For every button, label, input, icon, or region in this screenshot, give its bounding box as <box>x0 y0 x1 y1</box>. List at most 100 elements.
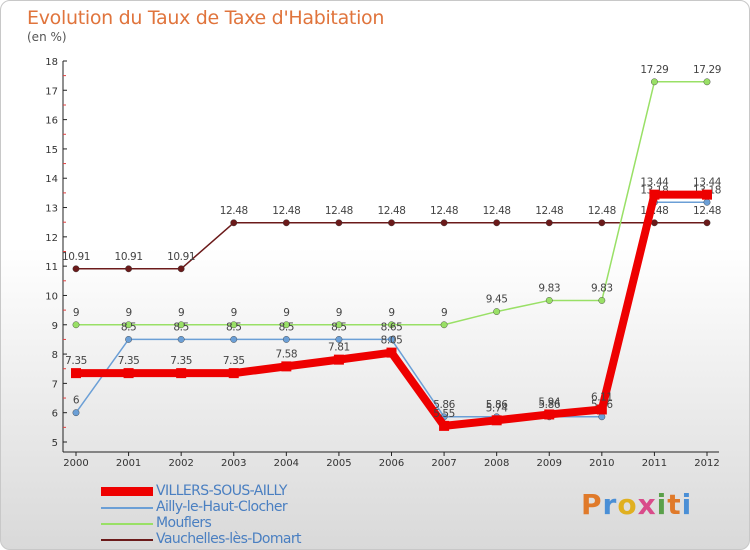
point-mouflers-2000 <box>72 321 80 329</box>
point-villers-sous-ailly-2000 <box>71 368 81 379</box>
data-label-ailly-le-haut-clocher-2004: 8.5 <box>279 321 295 333</box>
point-ailly-le-haut-clocher-2012 <box>703 198 711 206</box>
point-villers-sous-ailly-2008 <box>491 415 502 426</box>
data-label-ailly-le-haut-clocher-2006: 8.65 <box>381 321 403 333</box>
point-villers-sous-ailly-2002 <box>176 368 187 379</box>
point-vauchelles-les-domart-2008 <box>493 219 501 227</box>
point-mouflers-2011 <box>651 78 658 86</box>
x-tick-label-2011: 2011 <box>642 458 667 469</box>
data-label-mouflers-2001: 9 <box>125 307 131 319</box>
y-tick-label-7: 7 <box>52 379 58 390</box>
point-vauchelles-les-domart-2003 <box>230 219 238 227</box>
point-mouflers-2009 <box>545 297 553 304</box>
data-label-vauchelles-les-domart-2005: 12.48 <box>325 205 353 217</box>
logo-letter: o <box>617 488 638 521</box>
point-villers-sous-ailly-2011 <box>649 189 660 200</box>
legend-item-ailly-le-haut-clocher: Ailly-le-Haut-Clocher <box>101 499 361 516</box>
x-tick-label-2012: 2012 <box>694 458 719 469</box>
y-tick-label-18: 18 <box>45 57 58 68</box>
point-vauchelles-les-domart-2005 <box>335 219 343 227</box>
logo-letter: r <box>602 488 618 521</box>
y-tick-label-15: 15 <box>45 145 58 156</box>
point-ailly-le-haut-clocher-2003 <box>230 336 238 343</box>
point-ailly-le-haut-clocher-2010 <box>598 413 606 421</box>
data-label-vauchelles-les-domart-2010: 12.48 <box>588 205 616 217</box>
data-label-mouflers-2009: 9.83 <box>538 282 560 294</box>
point-villers-sous-ailly-2009 <box>544 409 555 420</box>
x-tick-label-2009: 2009 <box>537 458 562 469</box>
logo-letter: P <box>581 488 603 521</box>
data-label-mouflers-2010: 9.83 <box>591 282 613 294</box>
data-label-mouflers-2005: 9 <box>336 307 342 319</box>
logo-letter: i <box>681 488 693 521</box>
data-label-villers-sous-ailly-2003: 7.35 <box>223 355 245 367</box>
x-tick-label-2005: 2005 <box>326 458 351 469</box>
y-tick-label-12: 12 <box>45 233 58 244</box>
x-tick-label-2002: 2002 <box>168 458 193 469</box>
y-tick-label-13: 13 <box>45 204 58 215</box>
x-tick-label-2007: 2007 <box>431 458 456 469</box>
point-ailly-le-haut-clocher-2000 <box>72 409 80 417</box>
x-tick-label-2006: 2006 <box>379 458 404 469</box>
point-mouflers-2006 <box>388 321 395 329</box>
y-tick-label-6: 6 <box>52 409 58 420</box>
data-label-villers-sous-ailly-2006: 8.05 <box>381 335 403 347</box>
point-mouflers-2012 <box>703 78 711 86</box>
data-label-vauchelles-les-domart-2002: 10.91 <box>167 251 195 263</box>
data-label-mouflers-2000: 9 <box>73 307 79 319</box>
chart-title: Evolution du Taux de Taxe d'Habitation <box>27 7 385 29</box>
chart-legend: VILLERS-SOUS-AILLY Ailly-le-Haut-Clocher… <box>101 483 361 548</box>
y-tick-label-9: 9 <box>52 321 58 332</box>
y-tick-label-14: 14 <box>45 174 58 185</box>
data-label-villers-sous-ailly-2008: 5.74 <box>486 402 508 414</box>
point-villers-sous-ailly-2004 <box>281 361 292 372</box>
point-mouflers-2001 <box>125 321 132 329</box>
data-label-vauchelles-les-domart-2006: 12.48 <box>377 205 405 217</box>
point-mouflers-2008 <box>493 308 501 315</box>
point-mouflers-2010 <box>598 297 606 304</box>
point-ailly-le-haut-clocher-2002 <box>177 336 185 343</box>
data-label-mouflers-2006: 9 <box>388 307 394 319</box>
data-label-vauchelles-les-domart-2008: 12.48 <box>483 205 511 217</box>
point-vauchelles-les-domart-2010 <box>598 219 606 227</box>
x-tick-label-2003: 2003 <box>221 458 246 469</box>
x-tick-label-2008: 2008 <box>484 458 509 469</box>
data-label-villers-sous-ailly-2011: 13.44 <box>640 177 669 189</box>
logo-letter: t <box>667 488 682 521</box>
data-label-villers-sous-ailly-2009: 5.94 <box>538 396 560 408</box>
data-label-vauchelles-les-domart-2007: 12.48 <box>430 205 458 217</box>
y-tick-label-10: 10 <box>45 291 58 302</box>
data-label-ailly-le-haut-clocher-2005: 8.5 <box>331 321 347 333</box>
legend-item-mouflers: Mouflers <box>101 515 361 532</box>
data-label-villers-sous-ailly-2005: 7.81 <box>328 342 350 354</box>
legend-item-villers-sous-ailly: VILLERS-SOUS-AILLY <box>101 483 361 500</box>
proxiti-logo: Proxiti <box>581 488 692 521</box>
logo-letter: i <box>656 488 668 521</box>
point-mouflers-2002 <box>177 321 185 329</box>
point-vauchelles-les-domart-2009 <box>545 219 553 227</box>
point-vauchelles-les-domart-2001 <box>125 265 132 273</box>
data-label-villers-sous-ailly-2004: 7.58 <box>275 348 297 360</box>
data-label-ailly-le-haut-clocher-2002: 8.5 <box>173 321 189 333</box>
point-villers-sous-ailly-2007 <box>439 420 450 431</box>
line-chart: 5 6 7 8 9 10 11 12 13 14 15 16 17 18 2000 2001 2002 2003 2… <box>45 57 722 469</box>
y-tick-label-11: 11 <box>45 262 58 273</box>
data-label-ailly-le-haut-clocher-2009: 5.86 <box>538 399 560 411</box>
point-vauchelles-les-domart-2006 <box>388 219 395 227</box>
y-tick-label-16: 16 <box>45 116 58 127</box>
data-label-mouflers-2011: 17.29 <box>640 64 668 76</box>
point-ailly-le-haut-clocher-2004 <box>282 336 290 343</box>
y-tick-label-5: 5 <box>52 438 58 449</box>
data-label-mouflers-2003: 9 <box>231 307 237 319</box>
point-ailly-le-haut-clocher-2001 <box>125 336 132 343</box>
data-label-villers-sous-ailly-2002: 7.35 <box>170 355 192 367</box>
data-label-vauchelles-les-domart-2004: 12.48 <box>272 205 300 217</box>
point-villers-sous-ailly-2005 <box>333 354 344 365</box>
data-label-mouflers-2012: 17.29 <box>693 64 721 76</box>
chart-unit: (en %) <box>27 30 67 44</box>
legend-swatch-vauchelles <box>101 539 153 541</box>
data-label-vauchelles-les-domart-2000: 10.91 <box>62 251 90 263</box>
x-tick-label-2000: 2000 <box>63 458 88 469</box>
data-label-mouflers-2004: 9 <box>283 307 289 319</box>
